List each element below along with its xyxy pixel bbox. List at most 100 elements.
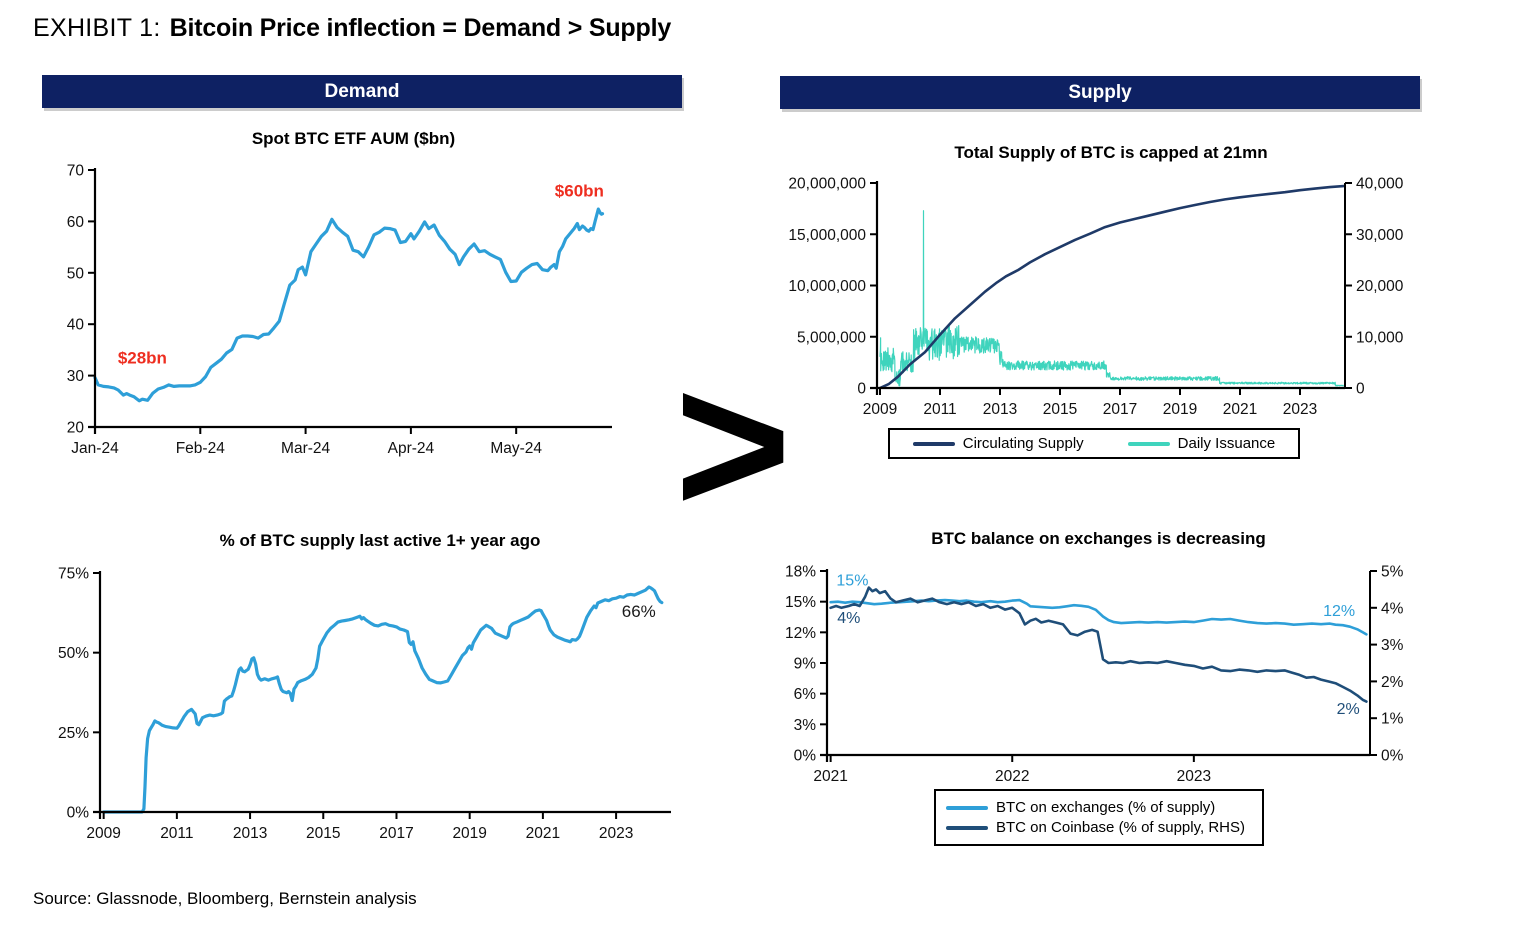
exhibit-title: EXHIBIT 1: Bitcoin Price inflection = Dem… — [33, 14, 671, 43]
right-tick-label: 40,000 — [1356, 176, 1404, 193]
legend-item-daily-issuance: Daily Issuance — [1127, 435, 1276, 452]
series-0 — [93, 207, 605, 403]
left-tick-label: 12% — [785, 625, 816, 642]
x-tick-label: 2021 — [813, 768, 847, 785]
left-tick-label: 40 — [67, 317, 85, 334]
chart-title-exchange-balance: BTC balance on exchanges is decreasing — [931, 529, 1266, 548]
left-tick-label: 25% — [58, 725, 89, 742]
left-tick-label: 15,000,000 — [788, 227, 866, 244]
left-tick-label: 0 — [857, 381, 866, 398]
exhibit-number-label: EXHIBIT 1: — [33, 14, 161, 42]
x-tick-label: 2021 — [1223, 401, 1257, 418]
legend-item-circulating-supply: Circulating Supply — [912, 435, 1084, 452]
chart-annotation: $60bn — [555, 182, 604, 201]
series-0 — [829, 598, 1368, 636]
right-tick-label: 4% — [1381, 600, 1404, 617]
right-tick-label: 1% — [1381, 711, 1404, 728]
x-tick-label: 2022 — [995, 768, 1029, 785]
x-tick-label: 2015 — [306, 825, 340, 842]
x-tick-label: 2019 — [452, 825, 486, 842]
source-note: Source: Glassnode, Bloomberg, Bernstein … — [33, 889, 417, 908]
chart-annotation: 66% — [622, 602, 656, 621]
x-tick-label: Apr-24 — [388, 440, 435, 457]
x-tick-label: 2015 — [1043, 401, 1077, 418]
left-tick-label: 3% — [794, 717, 817, 734]
legend-exchange-balance: BTC on exchanges (% of supply) BTC on Co… — [934, 789, 1264, 846]
series-1 — [878, 184, 1345, 390]
x-tick-label: 2021 — [526, 825, 560, 842]
left-tick-label: 10,000,000 — [788, 278, 866, 295]
x-tick-label: 2009 — [863, 401, 897, 418]
series-1 — [829, 586, 1368, 703]
x-tick-label: 2023 — [1283, 401, 1317, 418]
daily-issuance-line-swatch — [1127, 441, 1170, 446]
right-tick-label: 2% — [1381, 674, 1404, 691]
x-tick-label: 2017 — [1103, 401, 1137, 418]
chart-annotation: 2% — [1337, 701, 1360, 718]
x-tick-label: 2011 — [160, 825, 193, 842]
legend-item-btc-on-coinbase: BTC on Coinbase (% of supply, RHS) — [946, 819, 1262, 836]
series-0 — [102, 585, 664, 814]
x-tick-label: 2011 — [923, 401, 956, 418]
left-tick-label: 75% — [58, 566, 89, 583]
left-tick-label: 0% — [794, 748, 817, 765]
legend-label-btc-on-exchanges: BTC on exchanges (% of supply) — [996, 799, 1216, 816]
right-tick-label: 30,000 — [1356, 227, 1404, 244]
x-tick-label: 2013 — [983, 401, 1017, 418]
circulating-supply-line-swatch — [912, 441, 955, 446]
left-tick-label: 15% — [785, 594, 816, 611]
chart-supply-last-active: 0% 25% 50% 75% 2009 2011 2013 2015 2017 2019 2021 2… — [58, 566, 671, 842]
right-tick-label: 5% — [1381, 564, 1404, 581]
chart-annotation: $28bn — [118, 348, 167, 367]
right-tick-label: 20,000 — [1356, 278, 1404, 295]
left-tick-label: 6% — [794, 686, 817, 703]
x-tick-label: 2023 — [599, 825, 633, 842]
x-tick-label: Mar-24 — [281, 440, 330, 457]
left-tick-label: 18% — [785, 564, 816, 581]
left-tick-label: 20,000,000 — [788, 176, 866, 193]
chart-annotation: 4% — [837, 610, 860, 627]
chart-title-supply-last-active: % of BTC supply last active 1+ year ago — [219, 531, 541, 550]
chart-spot-btc-etf-aum: 20 30 40 50 60 70 Jan-24 Feb-24 Mar-24 Apr-24 May-… — [67, 163, 612, 457]
chart-canvas: 0% 25% 50% 75% 2009 2011 2013 2015 2017 2019 2021 2… — [58, 566, 671, 842]
supply-section-header: Supply — [780, 76, 1420, 109]
x-tick-label: May-24 — [490, 440, 542, 457]
x-tick-label: 2017 — [379, 825, 413, 842]
chart-canvas: 20 30 40 50 60 70 Jan-24 Feb-24 Mar-24 Apr-24 May-… — [67, 163, 612, 457]
chart-title-spot-btc-etf-aum: Spot BTC ETF AUM ($bn) — [251, 129, 456, 148]
left-tick-label: 30 — [67, 368, 85, 385]
chart-exchange-balance: 0% 3% 6% 9% 12% 15% 18% 0% 1% 2% 3% 4% 5% 2021 2022 202… — [785, 564, 1404, 786]
legend-item-btc-on-exchanges: BTC on exchanges (% of supply) — [946, 799, 1262, 816]
left-tick-label: 20 — [67, 420, 85, 437]
chart-total-supply: 0 5,000,000 10,000,000 15,000,000 20,000,000… — [788, 176, 1403, 419]
chart-annotation: 12% — [1323, 603, 1355, 620]
right-tick-label: 0% — [1381, 748, 1404, 765]
chart-annotation: 15% — [836, 572, 868, 589]
legend-label-circulating-supply: Circulating Supply — [962, 435, 1084, 452]
right-tick-label: 3% — [1381, 637, 1404, 654]
left-tick-label: 60 — [67, 214, 85, 231]
series-0 — [879, 210, 1344, 387]
legend-total-supply: Circulating Supply Daily Issuance — [888, 428, 1300, 459]
left-tick-label: 0% — [67, 805, 90, 822]
left-tick-label: 5,000,000 — [797, 329, 866, 346]
exhibit-heading: Bitcoin Price inflection = Demand > Supp… — [169, 14, 672, 42]
chart-canvas: 0% 3% 6% 9% 12% 15% 18% 0% 1% 2% 3% 4% 5% 2021 2022 202… — [785, 564, 1404, 786]
left-tick-label: 9% — [794, 656, 817, 673]
x-tick-label: 2013 — [233, 825, 267, 842]
left-tick-label: 50 — [67, 265, 85, 282]
greater-than-symbol: > — [674, 333, 792, 556]
chart-title-total-supply: Total Supply of BTC is capped at 21mn — [954, 143, 1268, 162]
chart-canvas: 0 5,000,000 10,000,000 15,000,000 20,000,000… — [788, 176, 1403, 419]
right-tick-label: 10,000 — [1356, 329, 1404, 346]
legend-label-btc-on-coinbase: BTC on Coinbase (% of supply, RHS) — [996, 819, 1245, 836]
left-tick-label: 50% — [58, 645, 89, 662]
legend-label-daily-issuance: Daily Issuance — [1177, 435, 1276, 452]
x-tick-label: 2009 — [86, 825, 120, 842]
x-tick-label: 2019 — [1163, 401, 1197, 418]
x-tick-label: Feb-24 — [176, 440, 225, 457]
btc-on-exchanges-line-swatch — [946, 805, 988, 810]
x-tick-label: Jan-24 — [71, 440, 119, 457]
btc-on-coinbase-line-swatch — [946, 825, 988, 830]
